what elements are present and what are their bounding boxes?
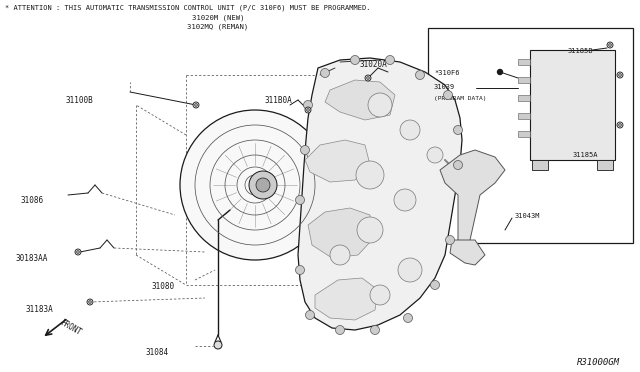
Circle shape [403, 314, 413, 323]
Text: 31100B: 31100B [65, 96, 93, 105]
Circle shape [321, 68, 330, 77]
Text: 3102MQ (REMAN): 3102MQ (REMAN) [188, 23, 248, 29]
Bar [518, 113, 530, 119]
Circle shape [415, 71, 424, 80]
Circle shape [365, 75, 371, 81]
Circle shape [77, 251, 79, 253]
Circle shape [87, 299, 93, 305]
Circle shape [398, 258, 422, 282]
Circle shape [195, 104, 197, 106]
Text: 31020A: 31020A [360, 60, 388, 69]
Bar [428, 28, 633, 243]
Circle shape [335, 326, 344, 334]
Circle shape [193, 102, 199, 108]
Circle shape [249, 171, 277, 199]
Circle shape [431, 280, 440, 289]
Circle shape [303, 100, 312, 109]
Circle shape [368, 93, 392, 117]
Bar [518, 77, 530, 83]
Text: 31080: 31080 [152, 282, 175, 291]
Circle shape [356, 161, 384, 189]
Text: 311B0A: 311B0A [265, 96, 292, 105]
Polygon shape [305, 140, 370, 182]
Text: 31183A: 31183A [25, 305, 52, 314]
Polygon shape [440, 150, 505, 243]
Circle shape [305, 107, 311, 113]
Polygon shape [450, 240, 485, 265]
Circle shape [180, 110, 330, 260]
Text: 31185A: 31185A [573, 152, 598, 158]
Bar [597, 160, 613, 170]
Polygon shape [308, 208, 372, 258]
Circle shape [385, 55, 394, 64]
Bar [518, 95, 530, 101]
Text: 31020M (NEW): 31020M (NEW) [192, 14, 244, 20]
Bar [518, 131, 530, 137]
Text: 31039: 31039 [434, 84, 455, 90]
Text: *310F6: *310F6 [434, 70, 460, 76]
Circle shape [619, 124, 621, 126]
Polygon shape [298, 58, 462, 330]
Circle shape [296, 196, 305, 205]
Circle shape [371, 326, 380, 334]
Circle shape [497, 70, 502, 74]
Circle shape [214, 341, 222, 349]
Text: R31000GM: R31000GM [577, 358, 620, 367]
Text: FRONT: FRONT [58, 318, 83, 338]
Bar [530, 50, 615, 160]
Bar [532, 160, 548, 170]
Circle shape [89, 301, 92, 303]
Circle shape [256, 178, 270, 192]
Circle shape [351, 55, 360, 64]
Circle shape [75, 249, 81, 255]
Circle shape [394, 189, 416, 211]
Text: 31084: 31084 [145, 348, 168, 357]
Circle shape [609, 44, 611, 46]
Text: 31086: 31086 [20, 196, 43, 205]
Circle shape [301, 145, 310, 154]
Circle shape [307, 109, 309, 111]
Text: * ATTENTION : THIS AUTOMATIC TRANSMISSION CONTROL UNIT (P/C 310F6) MUST BE PROGR: * ATTENTION : THIS AUTOMATIC TRANSMISSIO… [5, 4, 371, 10]
Circle shape [370, 285, 390, 305]
Text: 31185B: 31185B [568, 48, 593, 54]
Circle shape [617, 122, 623, 128]
Polygon shape [325, 80, 395, 120]
Circle shape [427, 147, 443, 163]
Circle shape [619, 74, 621, 76]
Polygon shape [315, 278, 378, 320]
Circle shape [445, 235, 454, 244]
Circle shape [357, 217, 383, 243]
Text: (PROGRAM DATA): (PROGRAM DATA) [434, 96, 486, 101]
Circle shape [617, 72, 623, 78]
Circle shape [454, 160, 463, 170]
Text: 31043M: 31043M [515, 213, 541, 219]
Circle shape [296, 266, 305, 275]
Circle shape [454, 125, 463, 135]
Circle shape [607, 42, 613, 48]
Bar [518, 59, 530, 65]
Text: 30183AA: 30183AA [15, 254, 47, 263]
Circle shape [444, 90, 452, 99]
Circle shape [330, 245, 350, 265]
Circle shape [305, 311, 314, 320]
Circle shape [367, 77, 369, 79]
Circle shape [400, 120, 420, 140]
